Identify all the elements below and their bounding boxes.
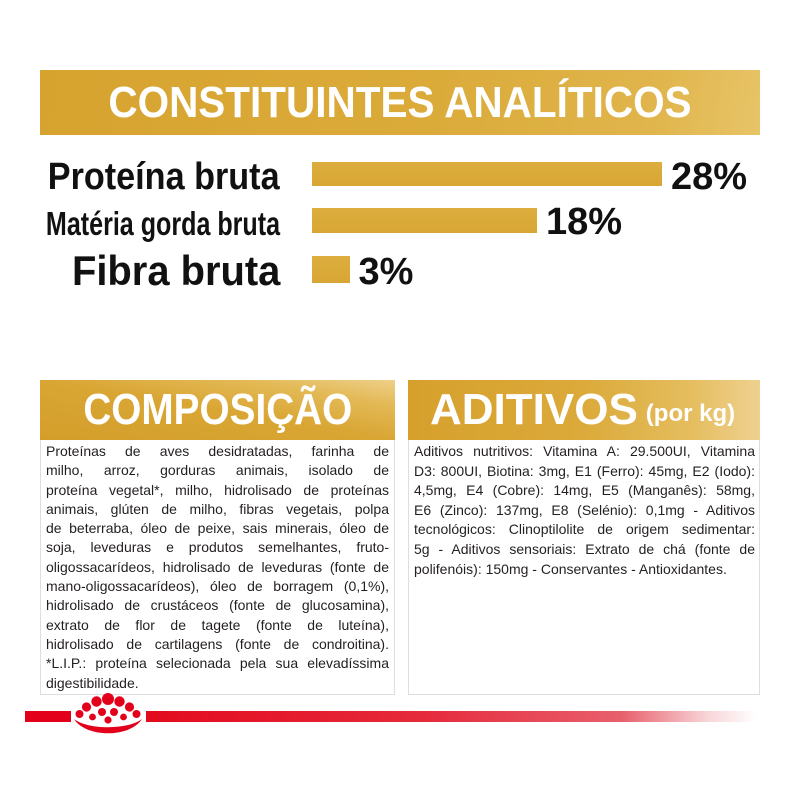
additives-line: tecnológicos: Clinoptilolite de origem s… xyxy=(414,521,755,538)
additives-unit: (por kg) xyxy=(645,400,736,427)
composition-title: COMPOSIÇÃO xyxy=(83,385,352,434)
composition-line: hidrolisado de crustáceos (fonte de gluc… xyxy=(46,597,389,614)
value-crude-protein: 28% xyxy=(671,156,748,198)
additives-line: 5g - Aditivos sensoriais: Extrato de chá… xyxy=(414,540,755,557)
composition-line: Proteínas de aves desidratadas, farinha … xyxy=(46,443,389,459)
bar-crude-protein xyxy=(312,162,662,186)
additives-line: E6 (Zinco): 137mg, E8 (Selénio): 0,1mg -… xyxy=(414,501,755,518)
crown-dots xyxy=(74,693,142,734)
composition-line: extrato de flor de tagete (fonte de lute… xyxy=(46,616,389,633)
footer-red-line-right xyxy=(146,711,756,722)
analytical-constituents-title: CONSTITUINTES ANALÍTICOS xyxy=(108,78,692,127)
additives-line: D3: 800UI, Biotina: 3mg, E1 (Ferro): 45m… xyxy=(414,462,755,479)
row-label-crude-fibre: Fibra bruta xyxy=(71,247,280,294)
composition-header: COMPOSIÇÃO xyxy=(40,380,395,440)
footer-red-line-left xyxy=(25,711,71,722)
composition-line: *L.I.P.: proteína selecionada pela sua e… xyxy=(46,655,389,672)
composition-line: soja, leveduras e produtos semelhantes, … xyxy=(46,539,389,556)
analytical-constituents-banner: CONSTITUINTES ANALÍTICOS xyxy=(40,70,760,135)
royal-canin-crown-logo xyxy=(74,693,142,734)
additives-header: ADITIVOS (por kg) xyxy=(408,380,760,440)
row-label-crude-fat: Matéria gorda bruta xyxy=(45,205,280,242)
additives-line: Aditivos nutritivos: Vitamina A: 29.500U… xyxy=(414,443,755,459)
composition-text: Proteínas de aves desidratadas, farinha … xyxy=(40,440,395,695)
composition-line: animais, glúten de milho, fibras vegetai… xyxy=(46,500,389,517)
bar-crude-fat xyxy=(312,208,537,233)
composition-line: digestibilidade. xyxy=(46,674,139,691)
additives-title: ADITIVOS xyxy=(430,385,638,434)
composition-line: hidrolisado de cartilagens (fonte de con… xyxy=(46,635,389,652)
row-label-crude-protein: Proteína bruta xyxy=(48,156,280,198)
value-crude-fat: 18% xyxy=(546,201,623,243)
additives-line: polifenóis): 150mg - Conservantes - Anti… xyxy=(414,560,727,577)
composition-line: oligossacarídeos, hidrolisado de levedur… xyxy=(46,558,389,575)
composition-line: milho, arroz, gorduras animais, isolado … xyxy=(46,462,389,479)
value-crude-fibre: 3% xyxy=(358,251,414,293)
additives-line: 4,5mg, E4 (Cobre): 14mg, E5 (Manganês): … xyxy=(414,482,755,499)
additives-text: Aditivos nutritivos: Vitamina A: 29.500U… xyxy=(408,440,760,695)
composition-line: de beterraba, óleo de peixe, sais minera… xyxy=(46,520,389,537)
bar-crude-fibre xyxy=(312,256,350,283)
composition-line: mano-oligossacarídeos), óleo de borragem… xyxy=(46,578,389,595)
composition-line: proteína vegetal*, milho, hidrolisado de… xyxy=(46,481,389,498)
